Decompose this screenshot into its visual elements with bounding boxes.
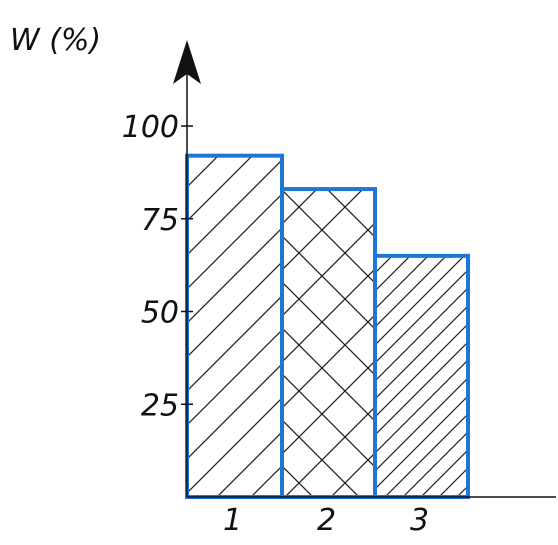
y-tick-label-25: 25: [141, 388, 179, 423]
x-tick-label-3: 3: [410, 503, 429, 538]
y-tick-label-75: 75: [141, 203, 179, 238]
y-tick-label-50: 50: [141, 296, 179, 331]
y-tick-label-100: 100: [122, 110, 179, 145]
y-axis-arrow-icon: [173, 40, 201, 84]
x-tick-label-1: 1: [223, 503, 242, 538]
bar-2: [280, 187, 377, 499]
y-axis-label: W (%): [10, 23, 101, 58]
bar-1: [185, 153, 284, 499]
bar-3: [373, 253, 470, 499]
x-tick-label-2: 2: [317, 503, 336, 538]
